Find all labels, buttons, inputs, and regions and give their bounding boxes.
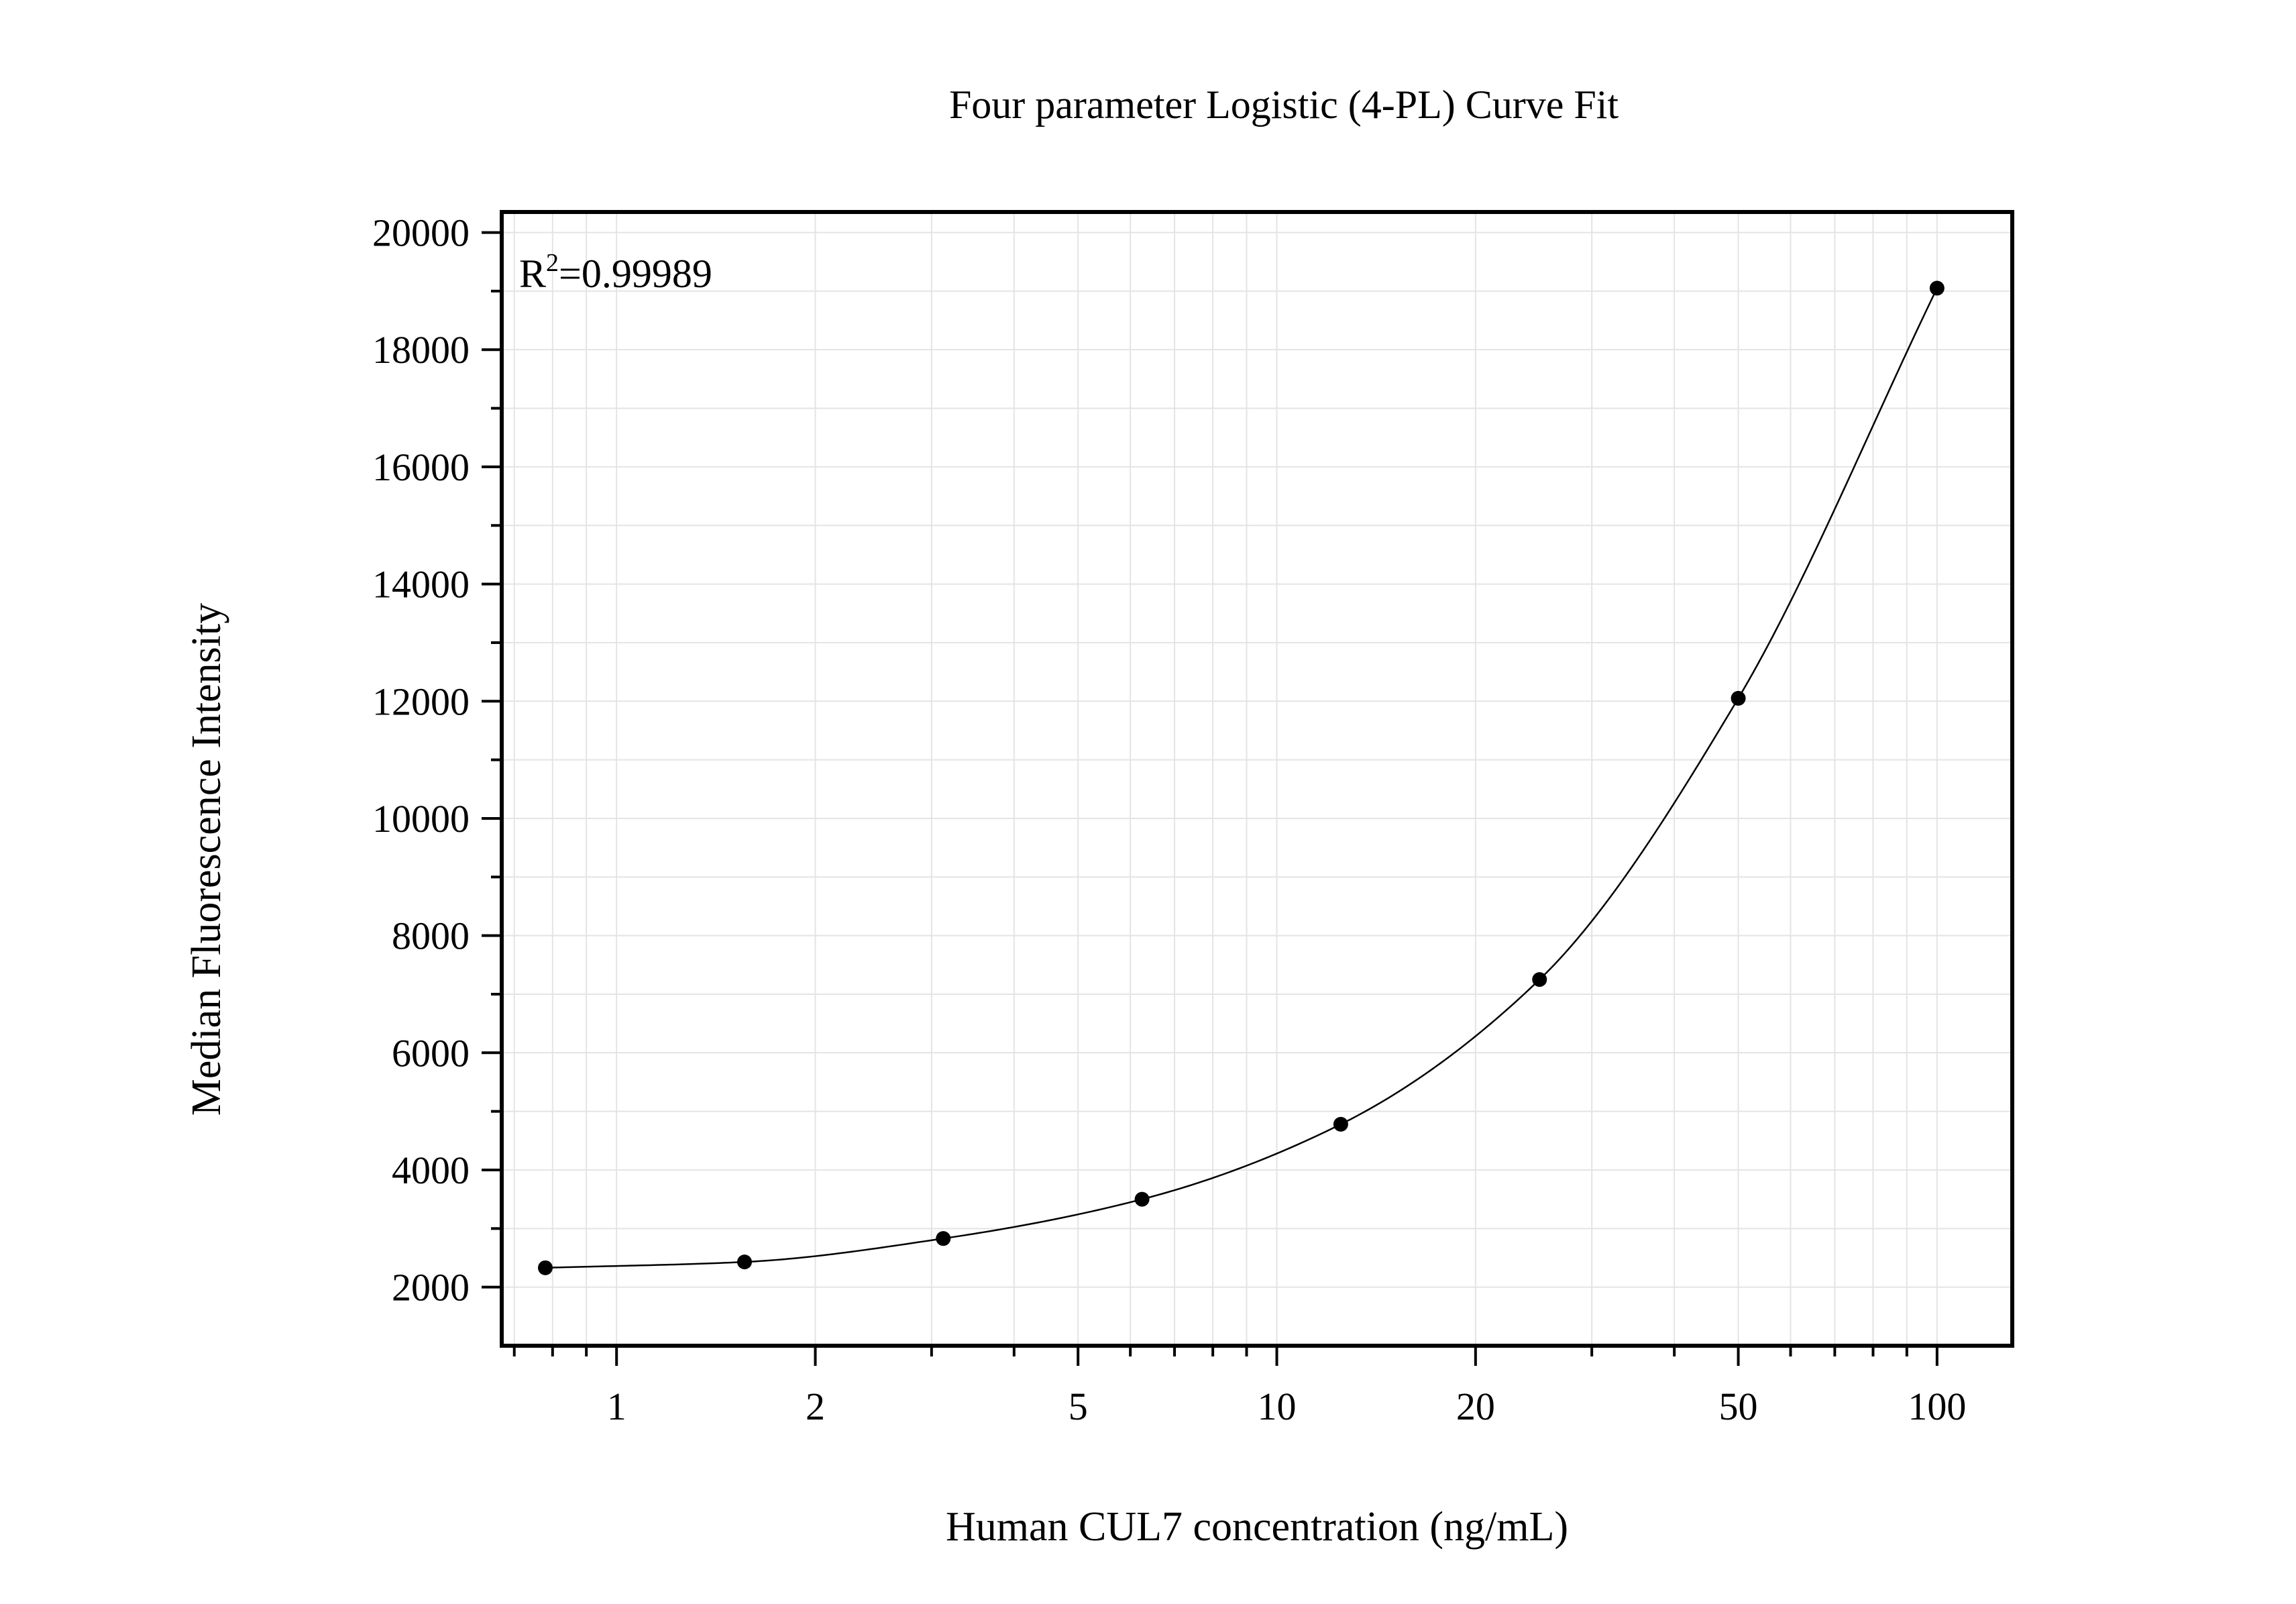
y-tick-label: 4000 xyxy=(392,1148,470,1192)
y-tick-label: 2000 xyxy=(392,1266,470,1309)
data-point xyxy=(537,1260,553,1275)
y-tick-label: 16000 xyxy=(372,445,470,489)
data-point xyxy=(1134,1191,1150,1207)
data-point xyxy=(1532,972,1547,987)
x-tick-label: 2 xyxy=(806,1385,825,1428)
y-tick-label: 6000 xyxy=(392,1031,470,1075)
y-tick-label: 20000 xyxy=(372,211,470,255)
data-point xyxy=(1333,1116,1348,1132)
axis-ticks xyxy=(482,231,1938,1366)
x-tick-label: 10 xyxy=(1258,1385,1297,1428)
data-point xyxy=(1731,690,1746,706)
tick-labels: 1 2 5 10 20 50 100 2000 4000 6000 8000 10000 12000 14… xyxy=(372,211,1966,1428)
x-tick-label: 20 xyxy=(1456,1385,1495,1428)
y-tick-label: 8000 xyxy=(392,914,470,958)
x-axis-label: Human CUL7 concentration (ng/mL) xyxy=(946,1504,1568,1550)
r-squared-value: =0.99989 xyxy=(559,252,712,296)
r-squared-sup: 2 xyxy=(546,249,559,277)
r-squared-base: R xyxy=(519,252,546,296)
data-point xyxy=(1929,280,1945,296)
x-tick-label: 50 xyxy=(1719,1385,1758,1428)
x-tick-label: 1 xyxy=(607,1385,626,1428)
data-point xyxy=(936,1231,951,1246)
chart-title: Four parameter Logistic (4-PL) Curve Fit xyxy=(949,83,1619,127)
y-tick-label: 14000 xyxy=(372,563,470,606)
x-tick-label: 5 xyxy=(1069,1385,1088,1428)
y-tick-label: 10000 xyxy=(372,797,470,841)
y-tick-label: 18000 xyxy=(372,328,470,372)
grid xyxy=(502,212,2012,1346)
y-axis-label: Median Fluorescence Intensity xyxy=(184,603,229,1116)
x-tick-label: 100 xyxy=(1908,1385,1966,1428)
r-squared-annotation: R2=0.99989 xyxy=(519,249,712,296)
data-point xyxy=(736,1254,752,1270)
fit-curve xyxy=(545,287,1938,1269)
y-tick-label: 12000 xyxy=(372,680,470,723)
plot-frame xyxy=(500,210,2014,1348)
data-points xyxy=(537,280,1945,1275)
